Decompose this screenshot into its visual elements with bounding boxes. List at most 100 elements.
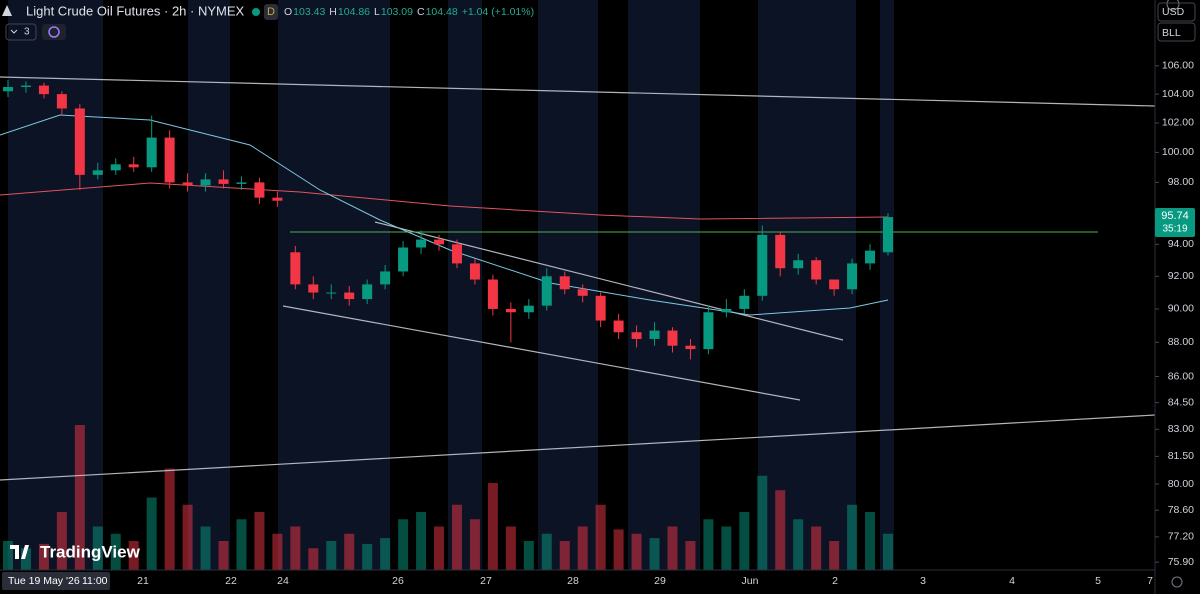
candle-body xyxy=(254,182,265,198)
volume-bar xyxy=(110,533,121,570)
volume-bar xyxy=(254,512,265,570)
volume-bar xyxy=(56,512,67,570)
x-tick-label: Jun xyxy=(742,575,759,587)
y-tick-label: 92.00 xyxy=(1168,270,1194,282)
price-tag-countdown: 35:19 xyxy=(1162,224,1187,235)
add-button[interactable] xyxy=(1166,0,1180,11)
x-tick-label: 7 xyxy=(1147,575,1153,587)
volume-bar xyxy=(20,548,31,570)
volume-bar xyxy=(865,512,876,570)
ohlc-value: 103.09 xyxy=(381,6,413,18)
volume-bar xyxy=(182,504,193,570)
brand: TradingView xyxy=(40,542,141,561)
volume-bar xyxy=(326,541,337,570)
candle-body xyxy=(811,260,822,280)
settings-icon[interactable] xyxy=(1171,576,1183,588)
y-tick-label: 106.00 xyxy=(1162,60,1194,72)
candle-body xyxy=(523,305,534,313)
y-tick-label: 78.60 xyxy=(1168,504,1194,516)
crosshair-date-box xyxy=(2,572,110,590)
volume-bar xyxy=(829,541,840,570)
volume-bar xyxy=(200,526,211,570)
volume-bar xyxy=(595,504,606,570)
y-tick-label: 83.00 xyxy=(1168,423,1194,435)
volume-layer xyxy=(3,425,893,570)
change: +1.04 (+1.01%) xyxy=(462,6,534,18)
badge: D xyxy=(267,6,275,18)
unit[interactable]: BLL xyxy=(1162,27,1181,39)
ohlc-label: O xyxy=(284,6,292,18)
candle-body xyxy=(290,252,301,285)
volume-bar xyxy=(613,529,624,570)
x-tick-label: 4 xyxy=(1009,575,1015,587)
volume-bar xyxy=(739,512,750,570)
candle-body xyxy=(20,85,31,87)
x-tick-label: 3 xyxy=(920,575,926,587)
ohlc-value: 103.43 xyxy=(293,6,325,18)
price-labels: 106.00 104.00 102.00 100.00 98.00 94.00 92.00 9… xyxy=(1155,60,1194,568)
candle-body xyxy=(541,276,552,306)
candle-body xyxy=(505,308,516,313)
moving-average-fast xyxy=(0,114,889,316)
candle-body xyxy=(272,197,283,201)
volume-bar xyxy=(218,541,229,570)
candle-body xyxy=(793,260,804,269)
candle-body xyxy=(829,279,840,290)
ohlc-value: 104.86 xyxy=(338,6,370,18)
volume-bar xyxy=(883,533,893,570)
x-tick-label: 21 xyxy=(137,575,149,587)
sync-button[interactable] xyxy=(42,24,66,40)
candle-body xyxy=(865,250,876,264)
volume-bar xyxy=(416,512,427,570)
x-tick-label: 24 xyxy=(277,575,289,587)
x-tick-label: 29 xyxy=(654,575,666,587)
volume-bar xyxy=(505,526,516,570)
volume-bar xyxy=(3,541,13,570)
y-tick-label: 75.90 xyxy=(1168,556,1194,568)
candle-body xyxy=(739,295,750,309)
volume-bar xyxy=(451,504,462,570)
candle-body xyxy=(146,137,157,168)
candle-body xyxy=(775,234,786,269)
candle-body xyxy=(649,330,660,339)
candle-body xyxy=(92,170,103,175)
ohlc-label: L xyxy=(374,6,380,18)
volume-bar xyxy=(344,533,355,570)
y-tick-label: 100.00 xyxy=(1162,146,1194,158)
volume-bar xyxy=(164,468,175,570)
candle-body xyxy=(613,320,624,333)
volume-bar xyxy=(487,483,498,570)
candle-body xyxy=(182,182,193,186)
x-tick-label: 27 xyxy=(480,575,492,587)
drawings xyxy=(0,76,1156,481)
candle-body xyxy=(434,239,445,245)
indicator-count: 3 xyxy=(24,27,30,38)
volume-bar xyxy=(380,538,391,570)
collapse-icon[interactable] xyxy=(2,5,12,16)
y-tick-label: 104.00 xyxy=(1162,88,1194,100)
volume-bar xyxy=(685,541,696,570)
moving-average-slow xyxy=(0,182,889,220)
symbol-title[interactable]: Light Crude Oil Futures · 2h · NYMEX xyxy=(26,3,245,18)
indicator-toggle[interactable] xyxy=(5,23,37,41)
candle-layer xyxy=(3,79,893,360)
unit-box[interactable] xyxy=(1157,22,1196,42)
volume-bar xyxy=(434,526,445,570)
candle-body xyxy=(3,86,13,92)
brand-logo: TradingView xyxy=(10,542,141,561)
volume-bar xyxy=(559,541,570,570)
sync-icon xyxy=(48,26,60,38)
price-tag xyxy=(1155,208,1195,237)
currency-box[interactable] xyxy=(1157,2,1196,22)
x-tick-label: 22 xyxy=(225,575,237,587)
candle-body xyxy=(631,332,642,339)
currency[interactable]: USD xyxy=(1162,6,1185,18)
volume-bar xyxy=(128,541,139,570)
trendline xyxy=(0,414,1156,481)
badge-box xyxy=(264,4,278,20)
candle-body xyxy=(685,345,696,350)
volume-bar xyxy=(523,541,534,570)
candle-body xyxy=(200,179,211,186)
